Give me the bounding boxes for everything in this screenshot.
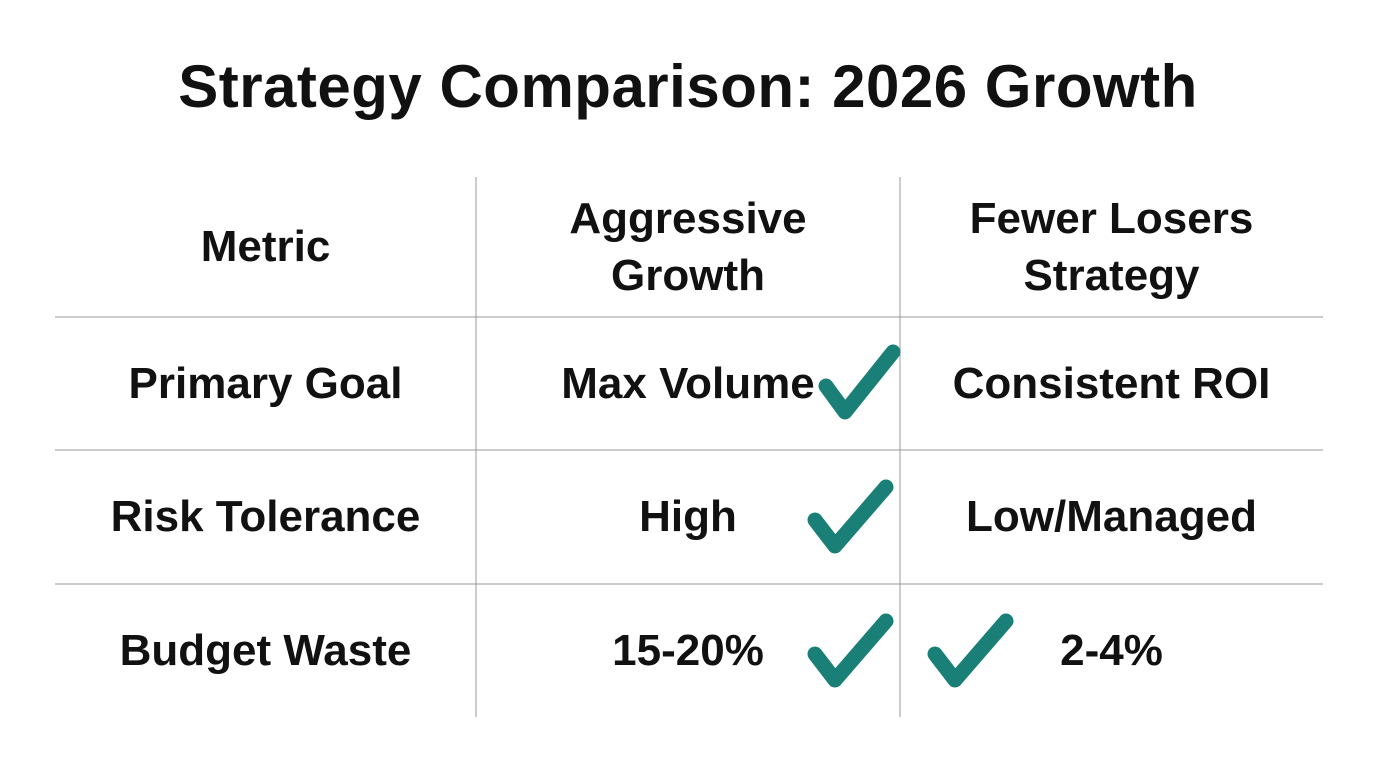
check-icon (927, 613, 1014, 688)
cell-text: Budget Waste (119, 625, 412, 675)
header-cell: Fewer Losers Strategy (932, 177, 1292, 317)
table-cell: Low/Managed (900, 450, 1323, 584)
table-cell: High (476, 450, 900, 584)
cell-text: Aggressive Growth (569, 193, 807, 300)
cell-text: 2-4% (1060, 625, 1163, 675)
table-cell: 2-4% (900, 584, 1323, 717)
cell-text: High (639, 492, 737, 542)
cell-text: Low/Managed (966, 492, 1257, 542)
title: Strategy Comparison: 2026 Growth (178, 53, 1198, 120)
header-cell: Aggressive Growth (508, 177, 868, 317)
row-label: Risk Tolerance (55, 450, 476, 584)
table-cell: 15-20% (476, 584, 900, 717)
check-icon (807, 613, 894, 688)
header-cell: Metric (55, 177, 476, 317)
cell-text: Metric (200, 222, 331, 272)
cell-text: Fewer Losers Strategy (969, 193, 1254, 300)
cell-text: Primary Goal (128, 358, 403, 408)
cell-text: Risk Tolerance (110, 492, 421, 542)
cell-text: 15-20% (612, 625, 764, 675)
cell-text: Max Volume (561, 358, 815, 408)
row-label: Budget Waste (55, 584, 476, 717)
row-label: Primary Goal (55, 317, 476, 450)
check-icon (807, 479, 894, 554)
table-cell: Consistent ROI (900, 317, 1323, 450)
check-icon (818, 344, 901, 420)
table-cell: Max Volume (476, 317, 900, 450)
cell-text: Consistent ROI (952, 358, 1271, 408)
